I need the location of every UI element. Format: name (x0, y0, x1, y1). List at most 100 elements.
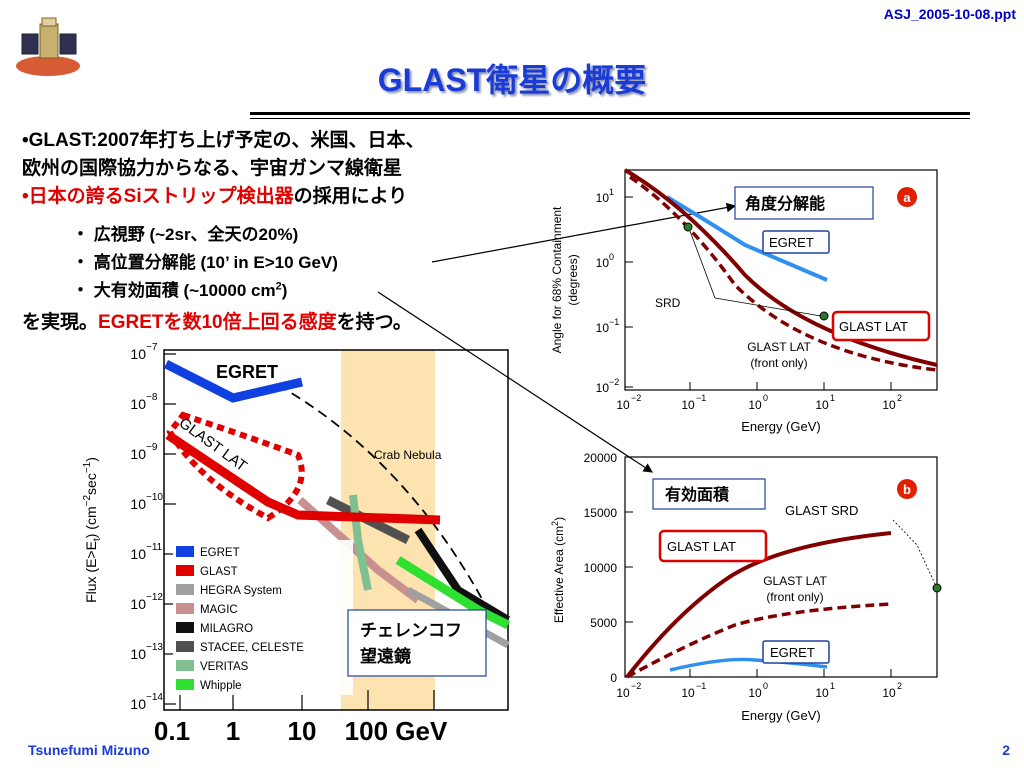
bullet-area-close: ) (281, 281, 288, 300)
y-tick-label: 20000 (584, 451, 618, 465)
legend-swatch-egret (176, 546, 194, 557)
y-tick-label: 10 (596, 381, 610, 395)
panel-badge-a (897, 187, 917, 207)
area-chart: 20000 15000 10000 5000 0 10 10 10 10 10 … (545, 445, 945, 730)
y-tick-exp: −7 (146, 342, 158, 353)
egret-area-curve (669, 657, 828, 672)
body-line-3: •日本の誇るSiストリップ検出器の採用により (22, 184, 407, 210)
x-tick-label: 10 (288, 716, 317, 746)
front-area-label-1: GLAST LAT (763, 574, 827, 588)
y-tick-label: 10 (130, 346, 146, 362)
y-tick-label: 5000 (590, 616, 617, 630)
egret-psf-curve (665, 195, 828, 282)
y-tick-label: 10000 (584, 561, 618, 575)
y-tick-exp: −10 (146, 492, 163, 503)
legend-swatch-magic (176, 603, 194, 614)
legend-glast: GLAST (200, 566, 238, 578)
front-label-2: (front only) (750, 356, 807, 370)
body-line-4: を実現。EGRETを数10倍上回る感度を持つ。 (22, 310, 412, 336)
glast-psf-label: GLAST LAT (839, 319, 908, 334)
legend-milagro: MILAGRO (200, 623, 253, 635)
y-tick-label: 0 (610, 671, 617, 685)
srd-label: SRD (655, 296, 681, 310)
x-tick-label: 1 (226, 716, 240, 746)
x-tick-exp: −1 (696, 393, 706, 403)
y-tick-exp: −11 (146, 542, 163, 553)
area-callout-box (652, 478, 766, 510)
document-id: ASJ_2005-10-08.ppt (883, 6, 1016, 22)
y-tick-label: 10 (596, 256, 610, 270)
front-area-label-2: (front only) (766, 590, 823, 604)
y-tick-label: 10 (130, 696, 146, 712)
glast-dotted-outline (166, 411, 305, 522)
x-tick-label: 10 (748, 398, 762, 412)
y-tick-label: 10 (130, 546, 146, 562)
x-tick-exp: 2 (897, 681, 902, 691)
legend-stacee: STACEE, CELESTE (200, 642, 304, 654)
title-rule (250, 112, 970, 115)
y-tick-exp: −13 (146, 642, 163, 653)
x-axis-label: Energy (GeV) (741, 419, 820, 434)
body-line-4-start: を実現。 (22, 312, 99, 333)
x-tick-exp: 0 (763, 393, 768, 403)
egret-label: EGRET (216, 362, 278, 382)
legend-magic: MAGIC (200, 604, 238, 616)
x-tick-label: 10 (882, 398, 896, 412)
egret-area-label: EGRET (770, 645, 815, 660)
x-tick-label: 10 (616, 686, 630, 700)
front-label-1: GLAST LAT (747, 340, 811, 354)
body-line-3-highlight: •日本の誇るSiストリップ検出器 (22, 186, 294, 207)
psf-callout: 角度分解能 (745, 194, 825, 213)
y-tick-label: 10 (596, 191, 610, 205)
x-tick-label: 10 (616, 398, 630, 412)
x-tick-exp: 2 (897, 393, 902, 403)
egret-area-box (762, 640, 830, 664)
y-tick-exp: −12 (146, 592, 163, 603)
area-callout: 有効面積 (665, 485, 730, 504)
egret-psf-box (762, 230, 830, 254)
y-tick-label: 10 (596, 321, 610, 335)
srd-area-label: GLAST SRD (785, 503, 858, 518)
footer-author: Tsunefumi Mizuno (28, 742, 150, 758)
crab-label: Crab Nebula (374, 448, 442, 462)
sensitivity-chart: 10 10 10 10 10 10 10 10 −7 −8 −9 −10 −11… (78, 340, 518, 750)
milagro-curve (414, 527, 511, 624)
glast-psf-curve (623, 168, 938, 367)
panel-letter-a: a (903, 190, 911, 205)
psf-callout-box (734, 186, 874, 220)
x-tick-label: 0.1 (154, 716, 190, 746)
legend-whipple: Whipple (200, 680, 242, 692)
bullet-fov: ・ 広視野 (~2sr、全天の20%) (72, 225, 299, 244)
body-line-1: •GLAST:2007年打ち上げ予定の、米国、日本、 (22, 130, 425, 151)
x-tick-exp: −2 (631, 681, 641, 691)
y-tick-label: 10 (130, 496, 146, 512)
srd-point (683, 222, 693, 232)
x-tick-exp: 0 (763, 681, 768, 691)
y-tick-label: 10 (130, 396, 146, 412)
bullet-area-exp: 2 (275, 280, 282, 293)
x-tick-label: 10 (815, 686, 829, 700)
x-tick-label: 10 (882, 686, 896, 700)
legend-swatch-hegra (176, 584, 194, 595)
y-tick-exp: −8 (146, 392, 158, 403)
y-tick-label: 10 (130, 646, 146, 662)
egret-psf-label: EGRET (769, 235, 814, 250)
legend-swatch-veritas (176, 660, 194, 671)
bullet-resolution: ・ 高位置分解能 (10’ in E>10 GeV) (72, 253, 338, 272)
y-tick-label: 10 (130, 446, 146, 462)
cherenkov-box (347, 609, 487, 677)
glast-front-area-curve (626, 602, 892, 679)
glast-area-curve (625, 531, 892, 679)
x-tick-label: 100 GeV (345, 716, 448, 746)
x-axis-label: Energy (GeV) (741, 708, 820, 723)
x-tick-exp: 1 (830, 681, 835, 691)
slide-title: GLAST衛星の概要 (377, 62, 647, 98)
y-axis-label: Flux (E>Et) (cm−2sec−1) (82, 457, 103, 603)
glast-front-psf-curve (629, 175, 938, 372)
x-tick-label: 10 (815, 398, 829, 412)
y-tick-exp: 1 (609, 187, 614, 197)
crab-nebula-line (277, 384, 489, 611)
y-tick-exp: −9 (146, 442, 158, 453)
y-axis-label-1: Angle for 68% Containment (550, 206, 564, 353)
x-tick-exp: −2 (631, 393, 641, 403)
